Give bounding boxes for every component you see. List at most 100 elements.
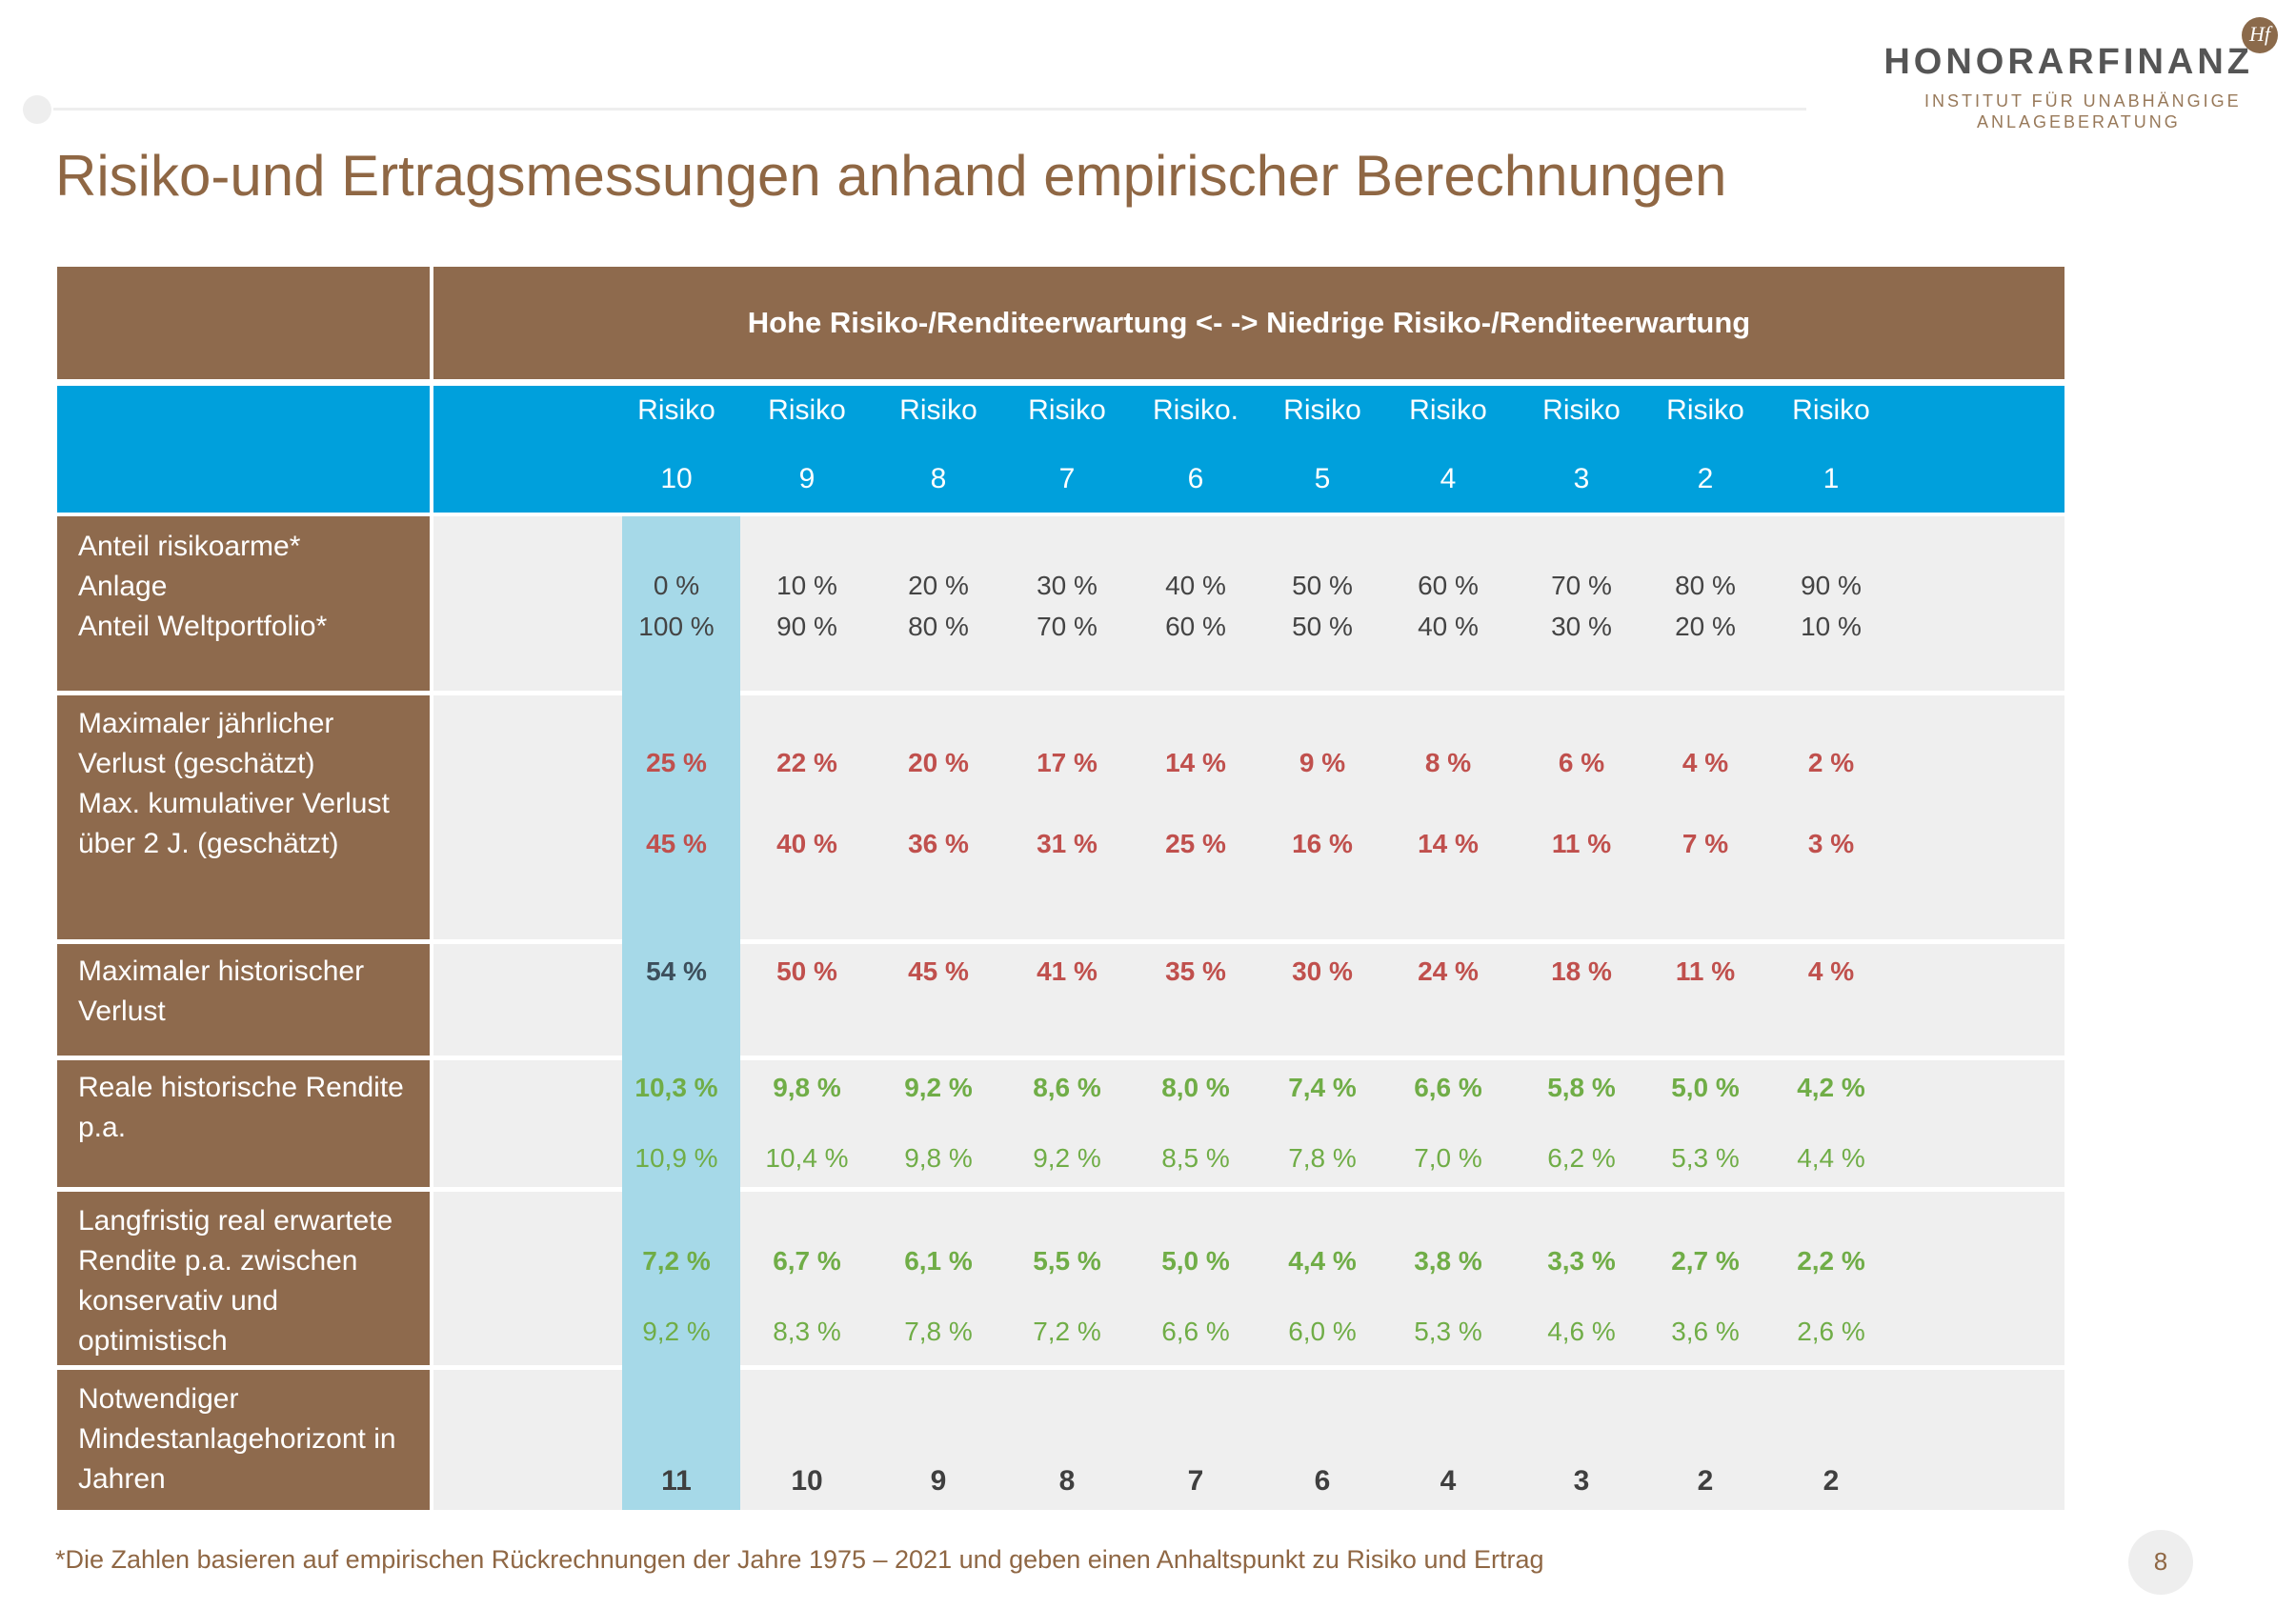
expected-return-conservative-value: 6,7 % [773,1246,841,1276]
anteil-weltportfolio-value: 20 % [1675,612,1736,641]
real-historical-return-value: 4,2 % [1797,1073,1865,1102]
risk-number: 9 [798,463,816,494]
footnote: *Die Zahlen basieren auf empirischen Rüc… [55,1545,1544,1574]
max-historical-loss-value: 35 % [1165,956,1226,986]
expected-return-optimistic-value: 2,6 % [1797,1317,1865,1346]
risk-label-empty-cell [57,386,430,513]
logo-subtitle-line1: INSTITUT FÜR UNABHÄNGIGE [1924,91,2242,111]
real-historical-return-value: 10,3 % [634,1073,718,1102]
risk-number: 3 [1573,463,1590,494]
max-historical-loss-value: 45 % [908,956,969,986]
max-annual-loss-value: 25 % [646,748,707,777]
risk-label: Risiko [1792,394,1870,426]
expected-return-conservative-value: 3,8 % [1414,1246,1482,1276]
anteil-weltportfolio-value: 10 % [1801,612,1862,641]
max-historical-loss-value: 24 % [1418,956,1479,986]
real-historical-return-secondary-value: 10,4 % [765,1143,849,1173]
row-label-line: Reale historische Rendite [78,1072,404,1103]
expected-return-conservative-value: 6,1 % [904,1246,973,1276]
expected-return-optimistic-value: 4,6 % [1547,1317,1616,1346]
anteil-risikoarm-value: 20 % [908,571,969,600]
logo-badge-icon: Hf [2242,17,2278,53]
real-historical-return-secondary-value: 10,9 % [634,1143,718,1173]
max-historical-loss-value: 18 % [1551,956,1612,986]
label-cell-anteil [57,516,430,691]
min-horizon-value: 4 [1440,1465,1457,1497]
row-label-line: Max. kumulativer Verlust [78,788,390,819]
label-cell-rendite [57,1060,430,1187]
anteil-risikoarm-value: 40 % [1165,571,1226,600]
max-annual-loss-value: 17 % [1037,748,1098,777]
anteil-weltportfolio-value: 100 % [638,612,715,641]
real-historical-return-secondary-value: 7,0 % [1414,1143,1482,1173]
expected-return-optimistic-value: 7,2 % [1033,1317,1101,1346]
row-label-line: Anlage [78,571,168,602]
max-cumulative-loss-value: 31 % [1037,829,1098,858]
min-horizon-value: 11 [661,1465,692,1497]
row-label-erwartet: Langfristig real erwartete Rendite p.a. … [78,1201,393,1361]
expected-return-optimistic-value: 6,0 % [1288,1317,1357,1346]
expected-return-conservative-value: 2,2 % [1797,1246,1865,1276]
max-cumulative-loss-value: 7 % [1682,829,1729,858]
anteil-weltportfolio-value: 70 % [1037,612,1098,641]
anteil-risikoarm-value: 60 % [1418,571,1479,600]
risk-label: Risiko [1666,394,1744,426]
page-number-badge: 8 [2128,1530,2193,1595]
label-cell-erwartet [57,1192,430,1365]
expected-return-optimistic-value: 8,3 % [773,1317,841,1346]
row-label-line: p.a. [78,1112,127,1143]
logo-subtitle-line2: ANLAGEBERATUNG [1977,112,2181,131]
risk-label-row [433,386,2064,513]
logo: Hf HONORARFINANZ INSTITUT FÜR UNABHÄNGIG… [1883,17,2282,141]
header-text: Hohe Risiko-/Renditeerwartung <- -> Nied… [747,306,1751,339]
row-label-line: Rendite p.a. zwischen [78,1245,358,1277]
page-number: 8 [2153,1547,2168,1576]
min-horizon-value: 8 [1058,1465,1076,1497]
max-historical-loss-value: 41 % [1037,956,1098,986]
anteil-weltportfolio-value: 60 % [1165,612,1226,641]
real-historical-return-value: 9,8 % [773,1073,841,1102]
expected-return-optimistic-value: 3,6 % [1671,1317,1740,1346]
max-annual-loss-value: 4 % [1682,748,1729,777]
real-historical-return-value: 5,0 % [1671,1073,1740,1102]
row-label-rendite: Reale historische Rendite p.a. [78,1068,404,1148]
header-cell [433,267,2064,379]
real-historical-return-value: 6,6 % [1414,1073,1482,1102]
expected-return-conservative-value: 7,2 % [642,1246,711,1276]
label-cell-verlust [57,695,430,939]
max-cumulative-loss-value: 45 % [646,829,707,858]
max-annual-loss-value: 20 % [908,748,969,777]
max-historical-loss-value: 4 % [1807,956,1855,986]
row-label-line: Notwendiger [78,1383,239,1415]
anteil-risikoarm-value: 80 % [1675,571,1736,600]
real-historical-return-value: 5,8 % [1547,1073,1616,1102]
anteil-risikoarm-value: 90 % [1801,571,1862,600]
risk-number: 6 [1187,463,1204,494]
logo-badge-text: Hf [2249,22,2270,46]
risk-number: 1 [1823,463,1840,494]
max-cumulative-loss-value: 25 % [1165,829,1226,858]
expected-return-conservative-value: 2,7 % [1671,1246,1740,1276]
real-historical-return-value: 9,2 % [904,1073,973,1102]
logo-name: HONORARFINANZ [1883,42,2253,82]
min-horizon-value: 10 [791,1465,823,1497]
max-historical-loss-value: 50 % [776,956,837,986]
real-historical-return-value: 8,6 % [1033,1073,1101,1102]
max-annual-loss-value: 2 % [1807,748,1855,777]
risk-number: 10 [660,463,693,494]
row-label-line: über 2 J. (geschätzt) [78,828,339,859]
anteil-risikoarm-value: 50 % [1292,571,1353,600]
max-annual-loss-value: 6 % [1558,748,1605,777]
risk-label: Risiko [1542,394,1621,426]
risk-return-table: Hohe Risiko-/Renditeerwartung <- -> Nied… [57,267,2064,1510]
min-horizon-value: 7 [1187,1465,1204,1497]
row-label-horizont: Notwendiger Mindestanlagehorizont in Jah… [78,1379,396,1499]
max-cumulative-loss-value: 40 % [776,829,837,858]
label-cell-horizont [57,1370,430,1510]
min-horizon-value: 6 [1314,1465,1331,1497]
max-historical-loss-value: 54 % [646,956,707,986]
row-label-line: Maximaler jährlicher [78,708,334,739]
risk-number: 2 [1697,463,1714,494]
row-label-line: Jahren [78,1463,166,1495]
expected-return-optimistic-value: 7,8 % [904,1317,973,1346]
